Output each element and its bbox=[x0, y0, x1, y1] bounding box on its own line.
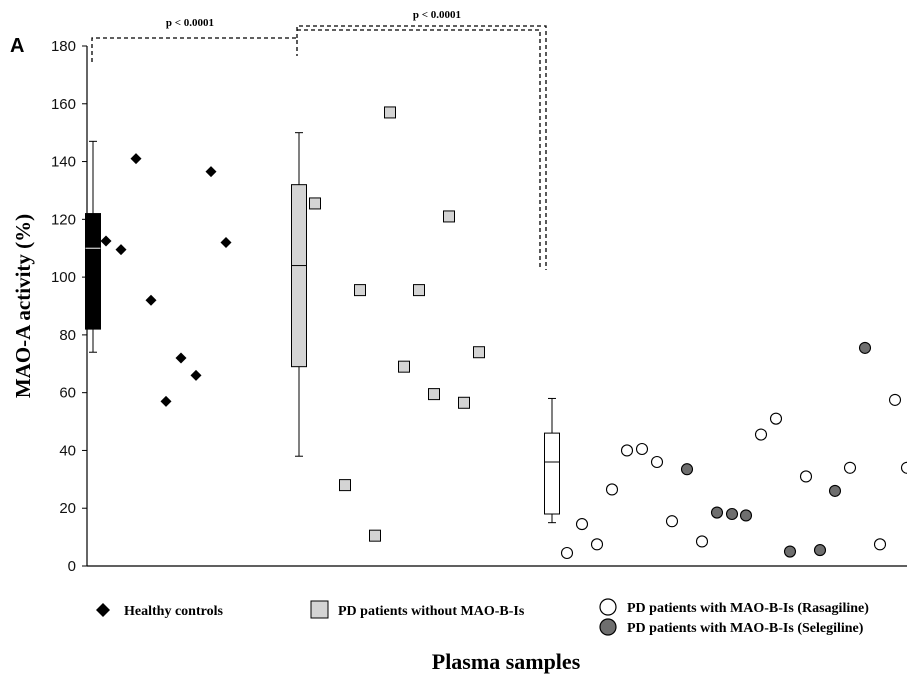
boxplot-box bbox=[85, 213, 101, 330]
point-rasagiline bbox=[575, 518, 589, 531]
legend-label-pd-without: PD patients without MAO-B-Is bbox=[338, 604, 525, 619]
point-pd-without bbox=[443, 210, 455, 223]
y-tick-label: 40 bbox=[59, 442, 76, 459]
boxplot-box bbox=[291, 184, 307, 368]
point-healthy-control bbox=[100, 235, 112, 247]
y-tick-label: 160 bbox=[51, 96, 76, 113]
significance-brackets: p < 0.0001 p < 0.0001 bbox=[91, 9, 547, 270]
point-selegiline bbox=[828, 484, 842, 497]
point-rasagiline bbox=[754, 428, 768, 441]
bracket-2-inner bbox=[297, 29, 541, 270]
boxplots bbox=[85, 132, 560, 524]
y-tick-label: 100 bbox=[51, 269, 76, 286]
bracket-2 bbox=[296, 25, 547, 270]
point-rasagiline bbox=[888, 393, 902, 406]
point-rasagiline bbox=[650, 455, 664, 469]
legend-label-healthy-controls: Healthy controls bbox=[124, 604, 223, 619]
point-rasagiline bbox=[769, 412, 783, 425]
point-pd-without bbox=[369, 529, 381, 542]
legend-marker-selegiline bbox=[599, 618, 617, 636]
point-selegiline bbox=[783, 545, 797, 558]
legend: Healthy controls PD patients without MAO… bbox=[96, 598, 869, 636]
point-selegiline bbox=[680, 463, 694, 476]
point-selegiline bbox=[813, 544, 827, 557]
y-tick-label: 20 bbox=[59, 500, 76, 517]
point-selegiline bbox=[710, 506, 724, 519]
point-rasagiline bbox=[843, 461, 857, 474]
point-pd-without bbox=[413, 284, 425, 297]
bracket-1 bbox=[91, 37, 298, 62]
point-pd-without bbox=[354, 284, 366, 297]
y-ticks: 0 20 40 60 80 100 120 140 160 180 bbox=[51, 38, 87, 575]
point-rasagiline bbox=[900, 461, 907, 474]
point-rasagiline bbox=[635, 442, 649, 456]
y-tick-label: 140 bbox=[51, 154, 76, 171]
point-healthy-control bbox=[160, 395, 172, 407]
legend-label-selegiline: PD patients with MAO-B-Is (Selegiline) bbox=[627, 621, 864, 636]
legend-label-rasagiline: PD patients with MAO-B-Is (Rasagiline) bbox=[627, 601, 869, 616]
point-healthy-control bbox=[190, 369, 202, 381]
y-tick-label: 180 bbox=[51, 38, 76, 55]
point-healthy-control bbox=[175, 352, 187, 364]
legend-marker-rasagiline bbox=[599, 598, 617, 616]
point-pd-without bbox=[398, 360, 410, 373]
point-selegiline bbox=[739, 509, 753, 522]
point-rasagiline bbox=[620, 444, 634, 457]
point-pd-without bbox=[384, 106, 396, 119]
point-rasagiline bbox=[695, 535, 709, 548]
point-healthy-control bbox=[115, 244, 127, 256]
point-rasagiline bbox=[873, 538, 887, 551]
point-selegiline bbox=[725, 507, 739, 521]
point-healthy-control bbox=[220, 236, 232, 248]
boxplot-box bbox=[544, 432, 560, 515]
significance-label-1: p < 0.0001 bbox=[166, 17, 214, 29]
y-tick-label: 80 bbox=[59, 327, 76, 344]
point-healthy-control bbox=[145, 294, 157, 306]
data-points bbox=[100, 106, 907, 560]
point-pd-without bbox=[473, 346, 485, 359]
legend-marker-pd-without bbox=[310, 600, 329, 619]
point-selegiline bbox=[858, 341, 872, 354]
y-tick-label: 0 bbox=[68, 558, 76, 575]
y-tick-label: 120 bbox=[51, 211, 76, 228]
panel-label: A bbox=[10, 35, 24, 57]
point-pd-without bbox=[309, 197, 321, 210]
point-rasagiline bbox=[605, 483, 619, 496]
y-tick-label: 60 bbox=[59, 385, 76, 402]
point-rasagiline bbox=[560, 546, 574, 560]
point-pd-without bbox=[339, 479, 351, 492]
y-axis-label: MAO-A activity (%) bbox=[11, 214, 35, 398]
point-healthy-control bbox=[130, 153, 142, 165]
significance-label-2: p < 0.0001 bbox=[413, 9, 461, 21]
point-rasagiline bbox=[799, 470, 813, 483]
x-axis-label: Plasma samples bbox=[432, 649, 581, 674]
legend-marker-healthy-controls bbox=[96, 603, 110, 617]
point-rasagiline bbox=[665, 515, 679, 528]
y-axis bbox=[86, 46, 907, 567]
point-healthy-control bbox=[205, 166, 217, 178]
point-pd-without bbox=[428, 388, 440, 401]
point-pd-without bbox=[458, 396, 470, 409]
point-rasagiline bbox=[590, 538, 604, 551]
